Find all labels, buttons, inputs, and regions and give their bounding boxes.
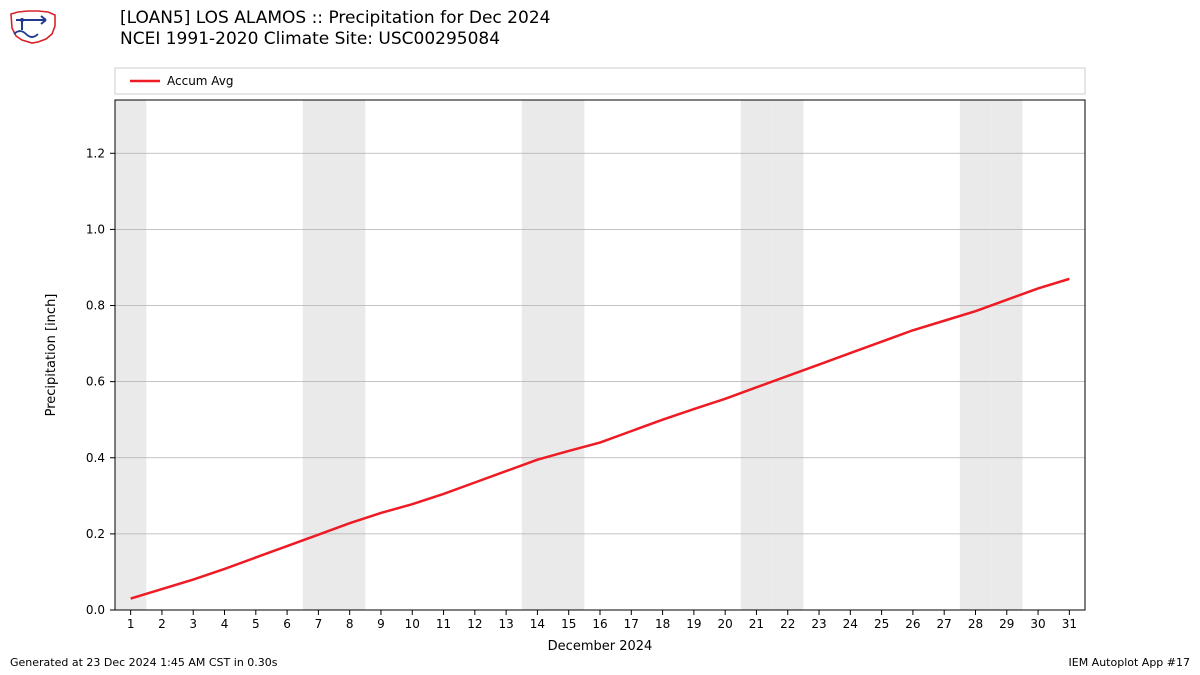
precipitation-chart: Accum Avg0.00.20.40.60.81.01.21234567891… [0, 50, 1200, 675]
svg-text:29: 29 [999, 617, 1014, 631]
svg-text:11: 11 [436, 617, 451, 631]
svg-text:22: 22 [780, 617, 795, 631]
svg-text:0.6: 0.6 [86, 375, 105, 389]
svg-text:December 2024: December 2024 [548, 639, 653, 654]
svg-text:28: 28 [968, 617, 983, 631]
svg-text:1: 1 [127, 617, 135, 631]
title-line-1: [LOAN5] LOS ALAMOS :: Precipitation for … [120, 8, 550, 29]
svg-text:27: 27 [937, 617, 952, 631]
svg-text:21: 21 [749, 617, 764, 631]
svg-text:9: 9 [377, 617, 385, 631]
svg-text:31: 31 [1062, 617, 1077, 631]
svg-text:16: 16 [592, 617, 607, 631]
svg-text:24: 24 [843, 617, 858, 631]
svg-text:6: 6 [283, 617, 291, 631]
svg-text:Precipitation [inch]: Precipitation [inch] [44, 294, 59, 417]
svg-text:4: 4 [221, 617, 229, 631]
svg-text:5: 5 [252, 617, 260, 631]
svg-text:26: 26 [905, 617, 920, 631]
svg-text:20: 20 [718, 617, 733, 631]
svg-text:3: 3 [189, 617, 197, 631]
svg-text:0.0: 0.0 [86, 603, 105, 617]
svg-text:18: 18 [655, 617, 670, 631]
svg-text:23: 23 [811, 617, 826, 631]
footer-app: IEM Autoplot App #17 [1069, 656, 1191, 669]
svg-text:0.8: 0.8 [86, 299, 105, 313]
svg-text:1.0: 1.0 [86, 222, 105, 236]
svg-text:19: 19 [686, 617, 701, 631]
svg-text:8: 8 [346, 617, 354, 631]
svg-text:0.4: 0.4 [86, 451, 105, 465]
svg-text:17: 17 [624, 617, 639, 631]
svg-text:Accum Avg: Accum Avg [167, 74, 234, 88]
svg-text:25: 25 [874, 617, 889, 631]
svg-text:7: 7 [315, 617, 323, 631]
svg-text:30: 30 [1030, 617, 1045, 631]
svg-text:12: 12 [467, 617, 482, 631]
svg-text:10: 10 [405, 617, 420, 631]
svg-text:1.2: 1.2 [86, 146, 105, 160]
svg-text:2: 2 [158, 617, 166, 631]
title-line-2: NCEI 1991-2020 Climate Site: USC00295084 [120, 29, 550, 50]
chart-title: [LOAN5] LOS ALAMOS :: Precipitation for … [120, 8, 550, 51]
svg-text:0.2: 0.2 [86, 527, 105, 541]
footer-generated: Generated at 23 Dec 2024 1:45 AM CST in … [10, 656, 278, 669]
svg-text:15: 15 [561, 617, 576, 631]
svg-text:13: 13 [498, 617, 513, 631]
iem-logo [8, 6, 58, 46]
svg-text:14: 14 [530, 617, 545, 631]
